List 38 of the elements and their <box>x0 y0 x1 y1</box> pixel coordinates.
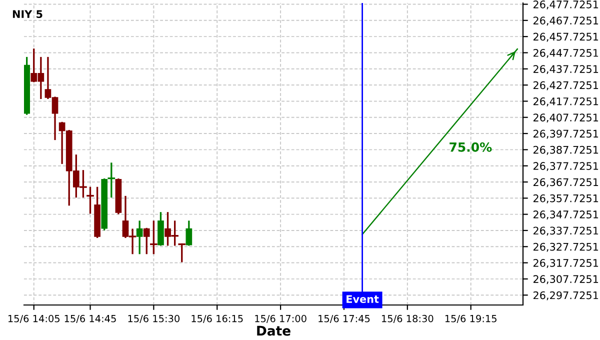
ref-line-label: Event <box>346 295 379 303</box>
candlestick <box>86 186 94 214</box>
y-tick-label: 26,467.7251 <box>533 16 598 26</box>
annotation: 75.0% <box>450 142 492 152</box>
y-tick-label: 26,327.7251 <box>533 242 598 252</box>
y-tick-label: 26,337.7251 <box>533 226 598 236</box>
text: NIY 5 <box>12 10 42 18</box>
x-tick-label: 15/6 14:45 <box>64 314 116 324</box>
candlestick <box>150 220 158 254</box>
x-tick-label: 15/6 17:00 <box>255 314 306 324</box>
y-tick-label: 26,367.7251 <box>533 178 598 188</box>
x-tick-label: 15/6 19:15 <box>445 314 496 324</box>
candlestick <box>143 228 150 254</box>
x-tick-label: 15/6 18:30 <box>382 314 434 324</box>
candlestick <box>186 220 192 246</box>
x-tick-label: 15/6 16:15 <box>192 314 243 324</box>
candlestick <box>136 220 143 254</box>
y-tick-label: 26,387.7251 <box>533 146 598 155</box>
candlestick <box>108 162 116 198</box>
y-tick-label: 26,437.7251 <box>533 65 598 74</box>
y-tick-label: 26,377.7251 <box>533 162 598 172</box>
x-tick-label: 15/6 17:45 <box>318 314 370 324</box>
y-tick-label: 26,427.7251 <box>533 81 598 90</box>
y-tick-label: 26,297.7251 <box>533 291 598 300</box>
x-tick-label: 15/6 14:05 <box>8 314 60 324</box>
y-tick-label: 26,397.7251 <box>533 130 598 139</box>
y-tick-label: 26,307.7251 <box>533 275 598 284</box>
candlestick <box>178 243 186 262</box>
y-tick-label: 26,317.7251 <box>533 259 598 268</box>
y-tick-label: 26,357.7251 <box>533 194 598 204</box>
y-tick-label: 26,457.7251 <box>533 32 598 42</box>
y-tick-label: 26,417.7251 <box>533 97 598 106</box>
x-axis-title: Date <box>257 326 290 336</box>
y-tick-label: 26,347.7251 <box>533 210 598 220</box>
y-tick-label: 26,477.7251 <box>533 0 598 10</box>
y-tick-label: 26,407.7251 <box>533 114 598 123</box>
x-tick-label: 15/6 15:30 <box>128 314 180 324</box>
y-tick-label: 26,447.7251 <box>533 48 598 58</box>
